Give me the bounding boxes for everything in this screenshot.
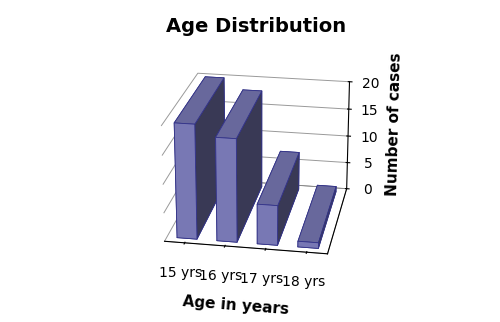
Title: Age Distribution: Age Distribution xyxy=(166,17,346,36)
X-axis label: Age in years: Age in years xyxy=(182,295,290,318)
